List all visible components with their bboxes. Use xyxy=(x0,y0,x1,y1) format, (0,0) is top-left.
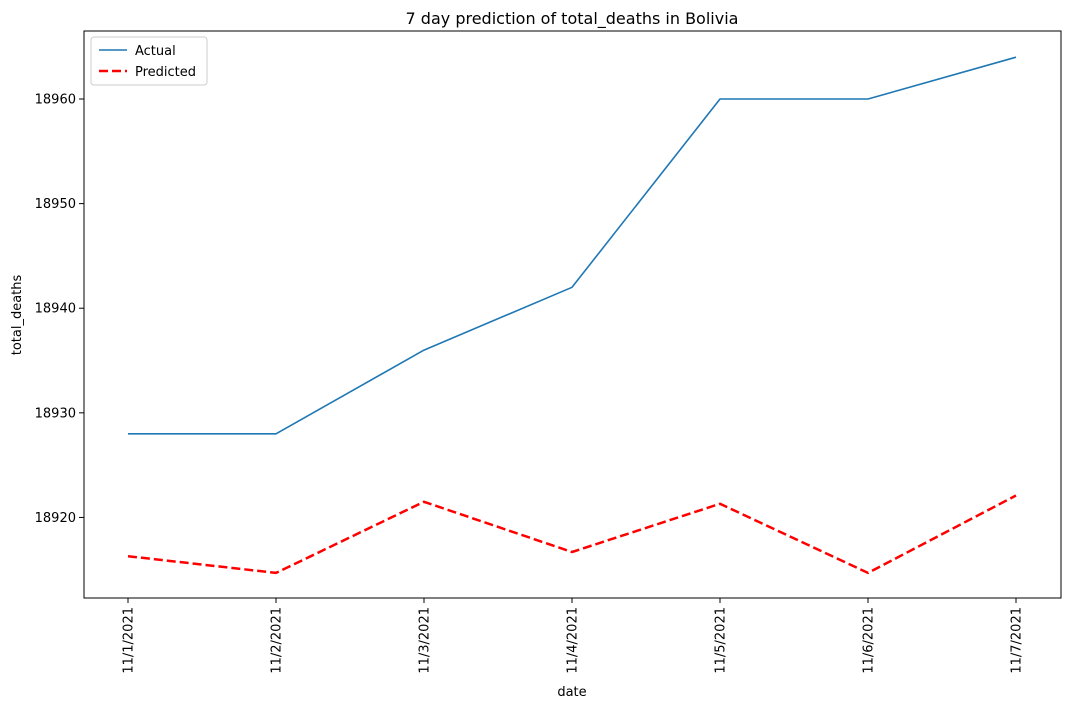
plot-area xyxy=(83,30,1062,599)
chart-title: 7 day prediction of total_deaths in Boli… xyxy=(406,9,739,29)
x-axis: 11/1/2021 11/2/2021 11/3/2021 11/4/2021 11/5… xyxy=(122,598,1025,674)
x-tick-label: 11/5/2021 xyxy=(714,607,729,674)
legend-label-predicted: Predicted xyxy=(135,65,196,80)
y-axis: 18920 18930 18940 18950 18960 xyxy=(35,92,84,526)
x-tick-label: 11/4/2021 xyxy=(566,607,581,674)
legend-box xyxy=(90,36,208,86)
x-tick-label: 11/3/2021 xyxy=(418,607,433,674)
x-axis-label: date xyxy=(557,685,586,700)
x-tick-label: 11/1/2021 xyxy=(122,607,137,674)
y-axis-label: total_deaths xyxy=(10,275,25,356)
series-line-predicted xyxy=(127,494,1017,575)
legend-label-actual: Actual xyxy=(135,44,176,59)
x-tick-label: 11/6/2021 xyxy=(862,607,877,674)
legend: Actual Predicted xyxy=(90,36,208,86)
y-tick-label: 18940 xyxy=(35,302,76,317)
y-tick-label: 18920 xyxy=(35,511,76,526)
series-lines xyxy=(127,56,1017,575)
y-tick-label: 18950 xyxy=(35,197,76,212)
x-tick-label: 11/7/2021 xyxy=(1010,607,1025,674)
y-tick-label: 18960 xyxy=(35,92,76,107)
y-tick-label: 18930 xyxy=(35,406,76,421)
series-line-actual xyxy=(128,56,1017,435)
x-tick-label: 11/2/2021 xyxy=(270,607,285,674)
